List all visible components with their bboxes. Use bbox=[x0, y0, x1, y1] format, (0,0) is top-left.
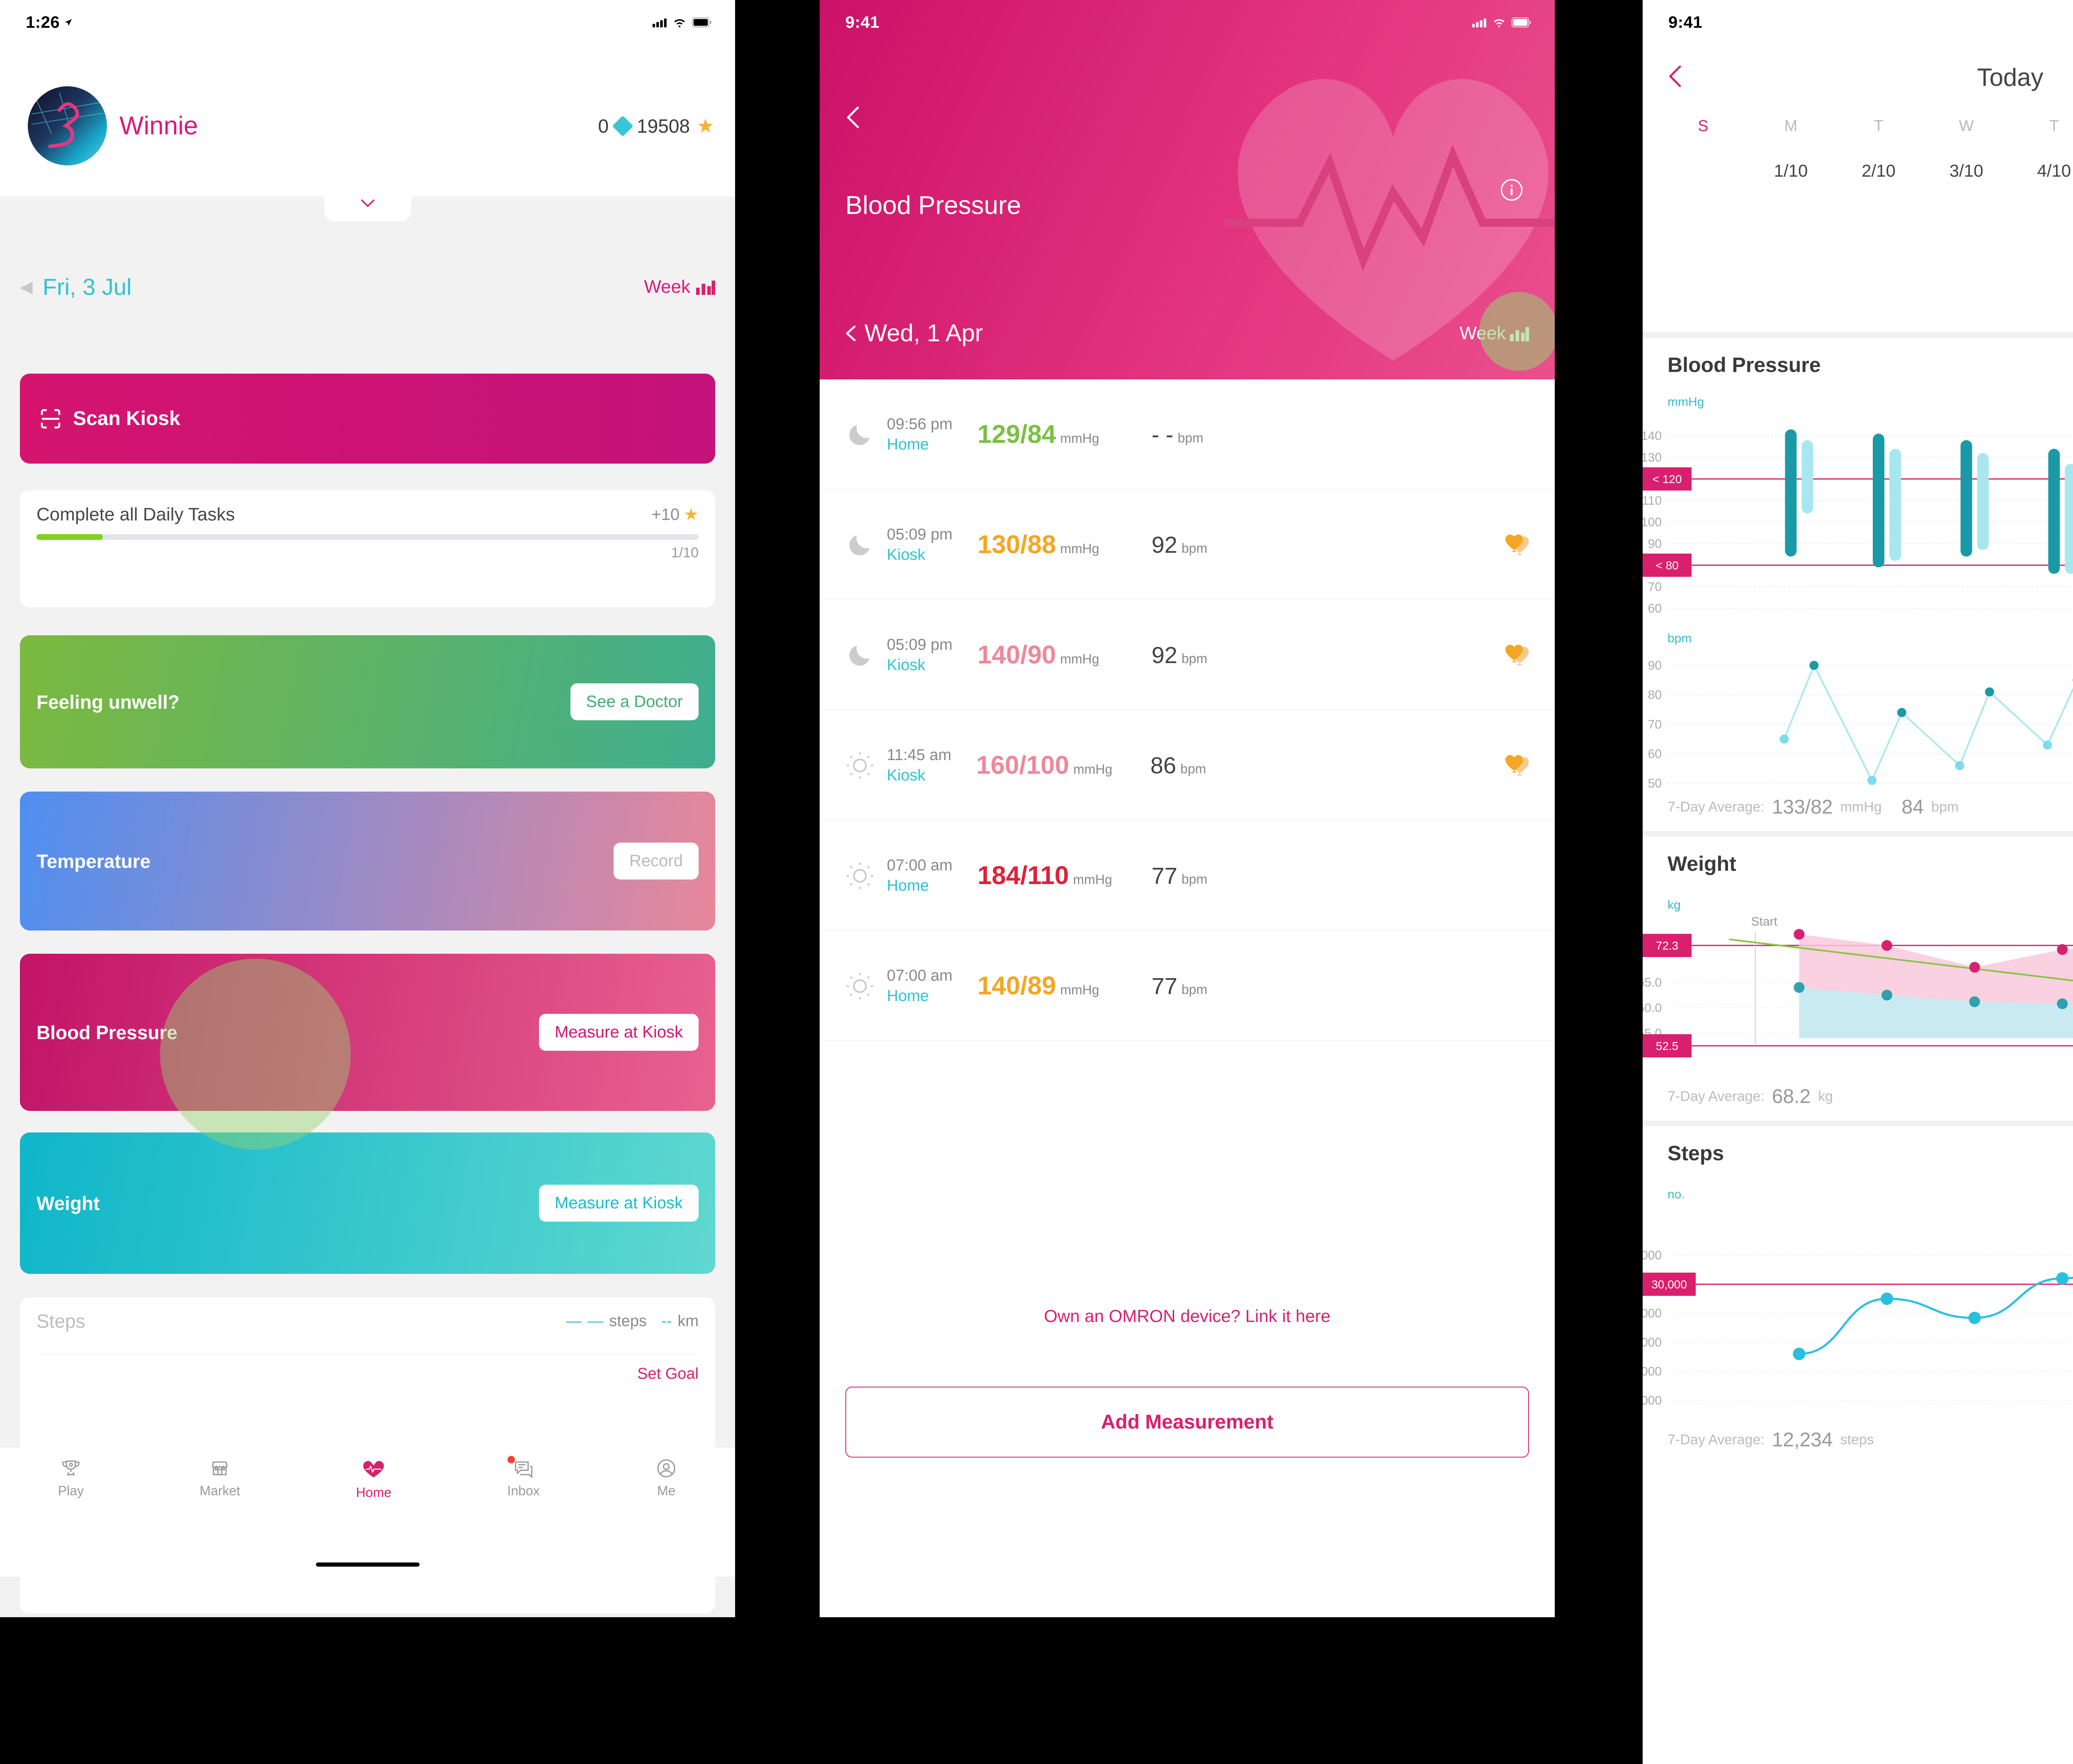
svg-text:70: 70 bbox=[1648, 718, 1662, 731]
svg-text:< 120: < 120 bbox=[1653, 473, 1682, 486]
svg-text:10,000: 10,000 bbox=[1643, 1394, 1662, 1407]
svg-text:140: 140 bbox=[1643, 429, 1662, 443]
svg-text:no.: no. bbox=[1668, 1188, 1685, 1201]
svg-text:100: 100 bbox=[1643, 515, 1662, 529]
svg-text:25,000: 25,000 bbox=[1643, 1307, 1662, 1320]
svg-text:20,000: 20,000 bbox=[1643, 1336, 1662, 1349]
svg-text:< 80: < 80 bbox=[1655, 559, 1678, 572]
svg-text:mmHg: mmHg bbox=[1668, 395, 1704, 409]
svg-text:bpm: bpm bbox=[1668, 632, 1692, 645]
svg-text:52.5: 52.5 bbox=[1656, 1040, 1679, 1052]
svg-text:30,000: 30,000 bbox=[1651, 1278, 1687, 1291]
svg-text:15,000: 15,000 bbox=[1643, 1365, 1662, 1378]
svg-text:65.0: 65.0 bbox=[1643, 976, 1662, 989]
svg-text:60.0: 60.0 bbox=[1643, 1001, 1662, 1015]
svg-text:35,000: 35,000 bbox=[1643, 1249, 1662, 1262]
svg-text:90: 90 bbox=[1648, 659, 1662, 673]
svg-text:80: 80 bbox=[1648, 688, 1662, 702]
svg-text:kg: kg bbox=[1668, 898, 1681, 912]
svg-text:72.3: 72.3 bbox=[1656, 939, 1679, 952]
svg-text:Start: Start bbox=[1751, 915, 1778, 928]
svg-text:60: 60 bbox=[1648, 747, 1662, 761]
svg-text:60: 60 bbox=[1648, 602, 1662, 615]
svg-text:70: 70 bbox=[1648, 580, 1662, 594]
svg-text:130: 130 bbox=[1643, 451, 1662, 464]
svg-text:50: 50 bbox=[1648, 777, 1662, 790]
svg-text:90: 90 bbox=[1648, 537, 1662, 551]
svg-text:110: 110 bbox=[1643, 494, 1662, 508]
